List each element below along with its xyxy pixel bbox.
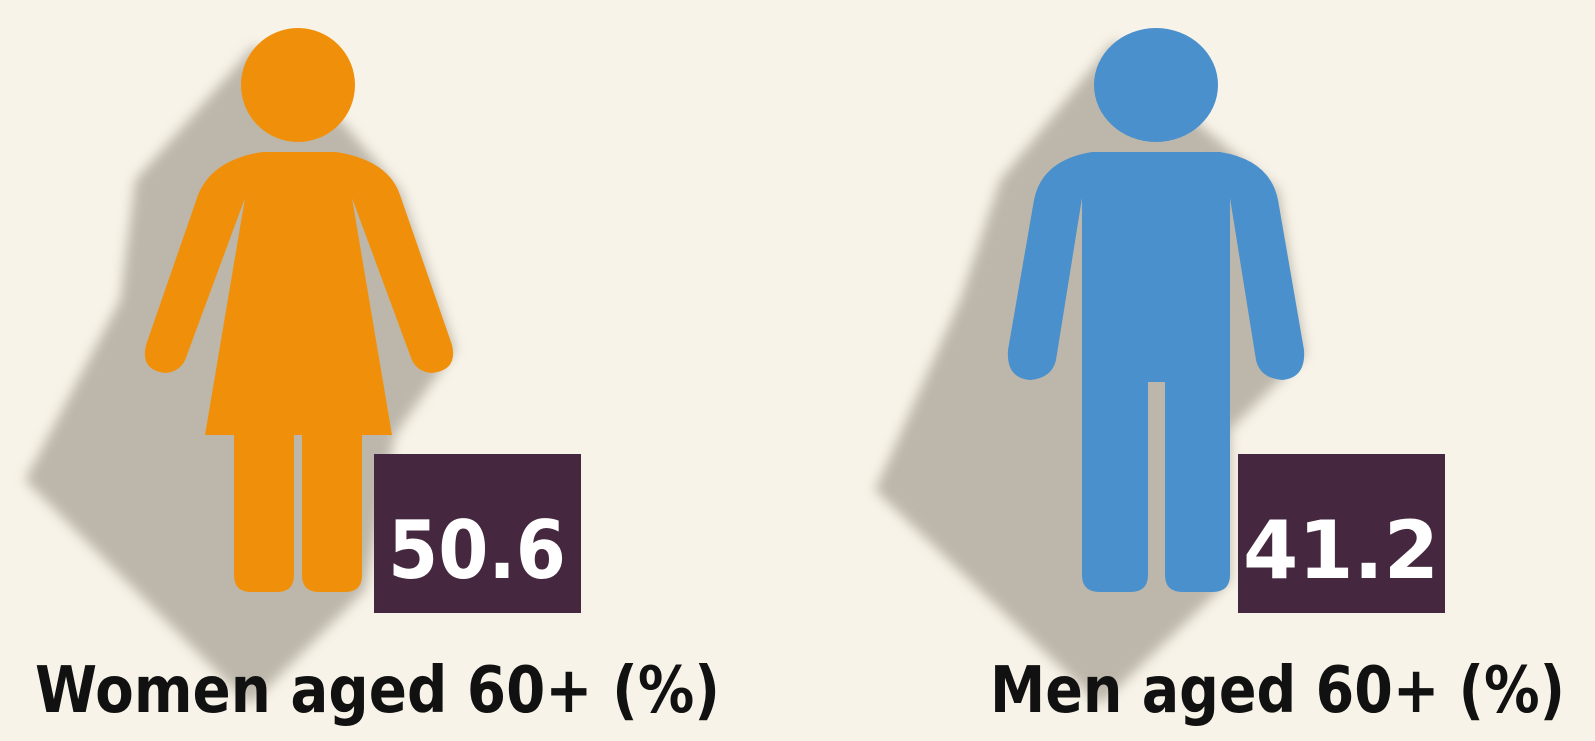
value: 41.2 (1243, 504, 1439, 597)
value: 50.6 (388, 504, 566, 597)
label: Men aged 60+ (%) (990, 654, 1565, 728)
label: Women aged 60+ (%) (35, 654, 720, 728)
woman-figure (144, 28, 454, 592)
value-box (1238, 454, 1445, 613)
women-panel: 50.6 Women aged 60+ (%) (25, 28, 720, 728)
value-box (374, 454, 581, 613)
men-panel: 41.2 Men aged 60+ (%) (875, 28, 1565, 728)
man-figure (1007, 28, 1305, 592)
